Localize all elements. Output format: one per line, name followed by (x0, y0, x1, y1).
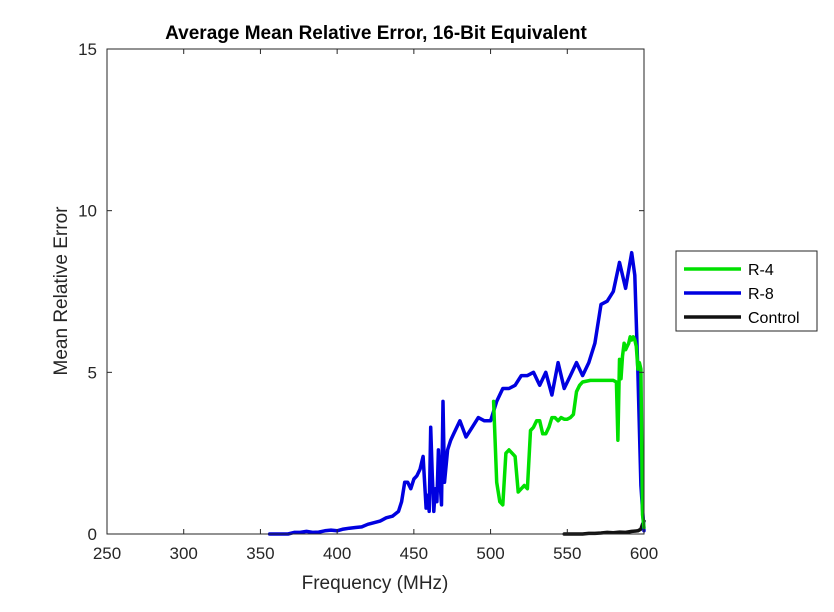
legend-label: R-8 (748, 286, 774, 303)
legend-label: Control (748, 310, 800, 327)
chart-title: Average Mean Relative Error, 16-Bit Equi… (165, 23, 587, 44)
axes-box (106, 48, 645, 535)
legend: R-4 R-8 Control (675, 250, 818, 332)
x-axis-label: Frequency (MHz) (302, 573, 449, 594)
x-tick-label: 300 (170, 544, 198, 563)
x-tick-label: 600 (630, 544, 658, 563)
x-tick-label: 550 (553, 544, 581, 563)
x-tick-label: 450 (400, 544, 428, 563)
series-line-r-8 (267, 250, 646, 536)
x-axis: 250 300 350 400 450 500 550 600 (93, 49, 658, 563)
y-axis-label: Mean Relative Error (51, 206, 72, 376)
y-tick-label: 0 (88, 525, 97, 544)
y-tick-label: 5 (88, 363, 97, 382)
x-tick-label: 350 (246, 544, 274, 563)
y-tick-label: 10 (78, 202, 97, 221)
series-line-r-4 (491, 335, 646, 530)
plot-area (107, 49, 644, 534)
legend-label: R-4 (748, 262, 774, 279)
y-tick-label: 15 (78, 40, 97, 59)
y-axis: 0 5 10 15 (78, 40, 644, 544)
x-tick-label: 500 (476, 544, 504, 563)
x-tick-label: 400 (323, 544, 351, 563)
x-tick-label: 250 (93, 544, 121, 563)
